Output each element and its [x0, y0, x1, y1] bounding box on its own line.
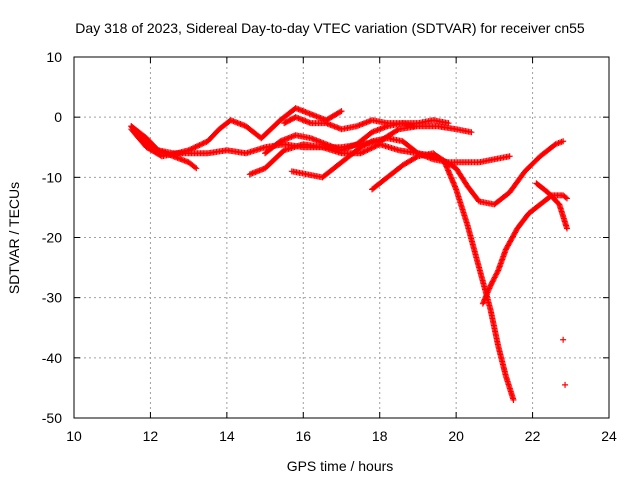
data-point [490, 277, 497, 284]
data-point [491, 274, 498, 281]
y-tick-label: -30 [42, 290, 62, 306]
data-point [489, 278, 496, 285]
data-point [562, 381, 569, 388]
data-point [338, 108, 345, 115]
data-point [468, 129, 475, 136]
data-point [563, 195, 570, 202]
data-point [358, 149, 365, 156]
data-point [394, 127, 401, 134]
data-point [200, 140, 207, 147]
data-point [364, 147, 371, 154]
plot-border [73, 56, 610, 419]
data-point [185, 147, 192, 154]
data-point [372, 143, 379, 150]
data-point [367, 138, 374, 145]
series-track-9 [479, 192, 570, 307]
series-track-3 [128, 105, 345, 160]
data-point [487, 282, 494, 289]
data-point [337, 108, 344, 115]
data-point [193, 165, 200, 172]
data-point [488, 281, 495, 288]
data-point [191, 144, 198, 151]
data-point [197, 141, 204, 148]
x-tick-label: 16 [295, 428, 311, 444]
data-point [361, 148, 368, 155]
series-track-6 [281, 114, 418, 133]
x-tick-label: 20 [448, 428, 464, 444]
y-tick-label: 10 [46, 49, 62, 65]
data-point [373, 142, 380, 149]
y-tick-label: -50 [42, 410, 62, 426]
data-point [192, 144, 199, 151]
x-tick-label: 22 [525, 428, 541, 444]
data-point [560, 336, 567, 343]
data-point [363, 147, 370, 154]
data-point [492, 273, 499, 280]
y-tick-label: -20 [42, 230, 62, 246]
data-point [187, 146, 194, 153]
x-tick-label: 14 [219, 428, 235, 444]
data-point [369, 144, 376, 151]
data-point [357, 150, 364, 157]
data-point [506, 153, 513, 160]
series-points [560, 336, 569, 388]
data-point [488, 279, 495, 286]
data-point [563, 225, 570, 232]
x-tick-label: 10 [66, 428, 82, 444]
data-point [491, 275, 498, 282]
x-tick-label: 18 [372, 428, 388, 444]
data-point [560, 138, 567, 145]
data-point [195, 142, 202, 149]
data-point [188, 145, 195, 152]
series-track-10 [533, 180, 570, 232]
x-tick-label: 24 [601, 428, 617, 444]
data-point [445, 120, 452, 127]
data-point [510, 396, 517, 403]
data-point [193, 143, 200, 150]
data-point [411, 123, 418, 130]
data-point [199, 140, 206, 147]
y-tick-label: -10 [42, 169, 62, 185]
y-tick-label: 0 [54, 109, 62, 125]
data-point [562, 194, 569, 201]
x-tick-label: 12 [143, 428, 159, 444]
data-point [413, 154, 420, 161]
data-point [493, 270, 500, 277]
data-points [128, 105, 570, 403]
tick-labels: 10 12 14 16 18 20 22 24 -50 -40 -30 -20 -10 0 10 [42, 49, 617, 444]
data-point [371, 143, 378, 150]
data-point [493, 271, 500, 278]
data-point [196, 142, 203, 149]
data-point [365, 146, 372, 153]
data-point [368, 145, 375, 152]
chart-title: Day 318 of 2023, Sidereal Day-to-day VTE… [75, 20, 585, 36]
y-axis-label: SDTVAR / TECUs [6, 182, 22, 294]
x-axis-label: GPS time / hours [287, 458, 394, 474]
data-point [367, 145, 374, 152]
data-point [494, 268, 501, 275]
y-tick-label: -40 [42, 350, 62, 366]
data-point [189, 145, 196, 152]
data-point [202, 139, 209, 146]
data-point [192, 164, 199, 171]
data-point [360, 148, 367, 155]
